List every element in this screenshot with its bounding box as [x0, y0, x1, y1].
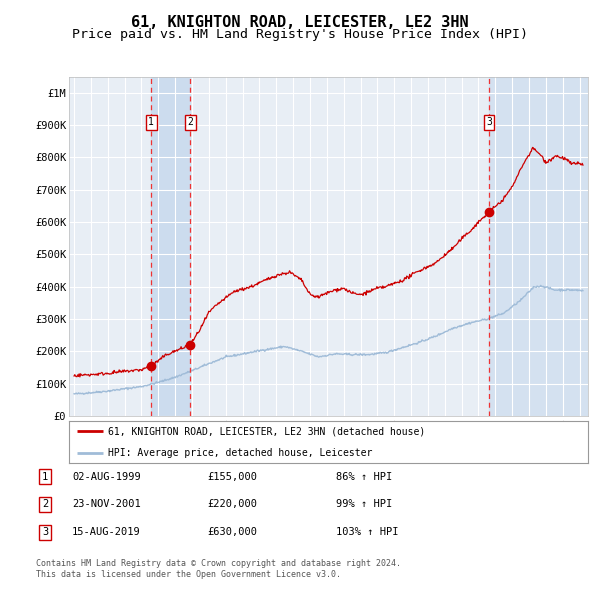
Text: 103% ↑ HPI: 103% ↑ HPI	[336, 527, 398, 537]
Text: £220,000: £220,000	[207, 500, 257, 509]
Text: 3: 3	[42, 527, 48, 537]
Text: HPI: Average price, detached house, Leicester: HPI: Average price, detached house, Leic…	[108, 448, 372, 457]
Bar	[151, 77, 190, 416]
Text: 99% ↑ HPI: 99% ↑ HPI	[336, 500, 392, 509]
Text: Price paid vs. HM Land Registry's House Price Index (HPI): Price paid vs. HM Land Registry's House …	[72, 28, 528, 41]
Text: 1: 1	[42, 472, 48, 481]
Text: 2: 2	[187, 117, 193, 127]
Text: £630,000: £630,000	[207, 527, 257, 537]
Text: 1: 1	[148, 117, 154, 127]
Text: 61, KNIGHTON ROAD, LEICESTER, LE2 3HN: 61, KNIGHTON ROAD, LEICESTER, LE2 3HN	[131, 15, 469, 30]
Bar	[489, 77, 588, 416]
Text: 23-NOV-2001: 23-NOV-2001	[72, 500, 141, 509]
Text: 3: 3	[486, 117, 492, 127]
Text: 02-AUG-1999: 02-AUG-1999	[72, 472, 141, 481]
Text: 86% ↑ HPI: 86% ↑ HPI	[336, 472, 392, 481]
Text: £155,000: £155,000	[207, 472, 257, 481]
Text: 15-AUG-2019: 15-AUG-2019	[72, 527, 141, 537]
Text: 61, KNIGHTON ROAD, LEICESTER, LE2 3HN (detached house): 61, KNIGHTON ROAD, LEICESTER, LE2 3HN (d…	[108, 427, 425, 436]
Text: This data is licensed under the Open Government Licence v3.0.: This data is licensed under the Open Gov…	[36, 571, 341, 579]
Text: 2: 2	[42, 500, 48, 509]
Text: Contains HM Land Registry data © Crown copyright and database right 2024.: Contains HM Land Registry data © Crown c…	[36, 559, 401, 568]
